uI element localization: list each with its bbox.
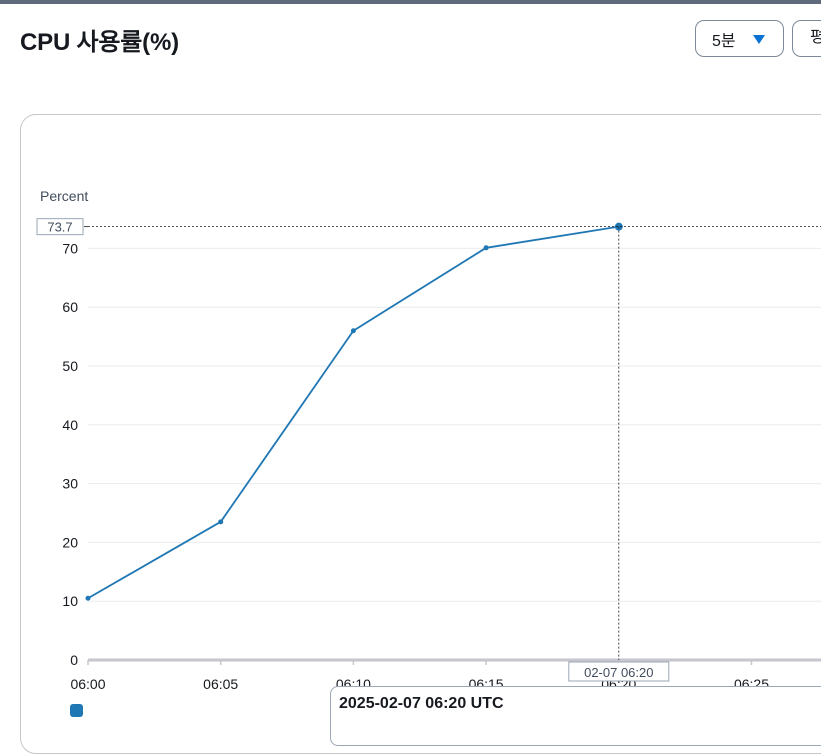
y-tick-label: 30 <box>62 476 78 492</box>
crosshair-x-label: 02-07 06:20 <box>584 665 653 680</box>
y-tick-label: 0 <box>70 652 78 668</box>
statistic-select[interactable]: 평 <box>792 20 821 57</box>
data-point <box>350 328 356 334</box>
tooltip-title: 2025-02-07 06:20 UTC <box>339 695 504 712</box>
data-point <box>85 595 91 601</box>
series-layer <box>85 222 623 601</box>
crosshair-y-label-box <box>36 218 84 236</box>
x-tick-label: 06:00 <box>70 676 105 692</box>
tooltip: 2025-02-07 06:20 UTC <box>330 686 821 746</box>
data-point <box>483 245 489 251</box>
caret-down-icon <box>753 35 765 44</box>
grid-layer <box>88 247 821 602</box>
chart-panel <box>20 114 821 754</box>
x-tick-label: 06:05 <box>203 676 238 692</box>
legend-swatch <box>70 704 83 717</box>
crosshair-layer: 73.7 02-07 06:20 <box>36 218 821 682</box>
y-tick-label: 20 <box>62 534 78 550</box>
period-select-value: 5분 <box>712 32 736 50</box>
crosshair-y-label: 73.7 <box>47 220 72 235</box>
period-select[interactable]: 5분 <box>695 20 784 57</box>
y-tick-label: 60 <box>62 299 78 315</box>
y-tick-label: 70 <box>62 240 78 256</box>
crosshair-x-label-box <box>568 661 670 682</box>
y-tick-label: 50 <box>62 358 78 374</box>
page-title: CPU 사용률(%) <box>20 29 179 56</box>
data-point <box>218 519 224 525</box>
y-axis-label: Percent <box>40 188 88 204</box>
y-tick-label: 10 <box>62 593 78 609</box>
top-border <box>0 0 821 4</box>
y-tick-label: 40 <box>62 417 78 433</box>
statistic-select-value: 평 <box>810 29 821 46</box>
legend[interactable] <box>70 704 89 717</box>
